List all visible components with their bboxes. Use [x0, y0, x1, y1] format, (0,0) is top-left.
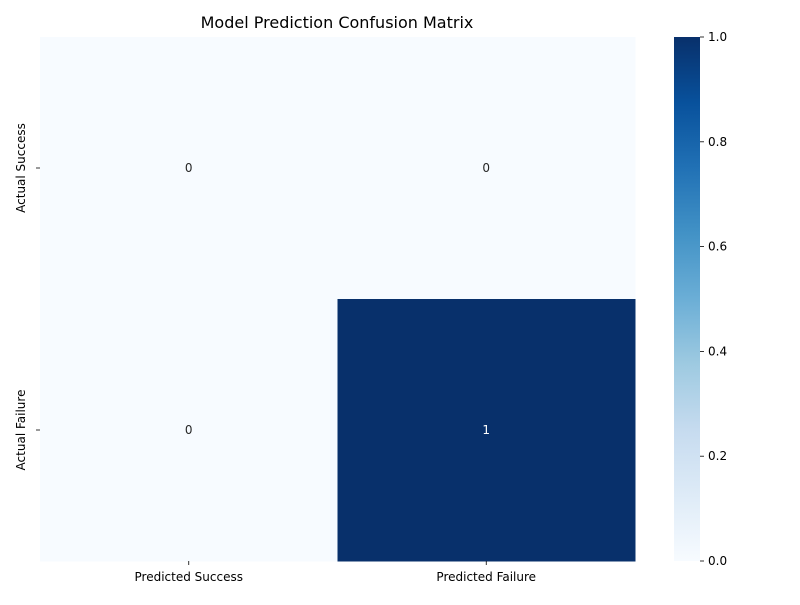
colorbar-tick-label: 0.8 — [708, 135, 727, 149]
heatmap-cell — [40, 37, 338, 300]
cell-value-label: 0 — [482, 161, 490, 175]
colorbar-tick-label: 0.6 — [708, 240, 727, 254]
colorbar: 0.0 0.2 0.4 0.6 0.8 1.0 — [674, 30, 727, 568]
x-axis: Predicted Success Predicted Failure — [135, 561, 536, 584]
heatmap-cell — [337, 37, 636, 300]
y-tick-label: Actual Failure — [14, 390, 28, 471]
colorbar-gradient — [674, 37, 700, 561]
x-tick-label: Predicted Failure — [436, 570, 536, 584]
y-axis: Actual Success Actual Failure — [14, 123, 40, 470]
colorbar-tick-label: 0.0 — [708, 554, 727, 568]
colorbar-tick-label: 1.0 — [708, 30, 727, 44]
heatmap-cell — [337, 299, 636, 562]
heatmap-cell — [40, 299, 338, 562]
cell-value-label: 1 — [482, 423, 490, 437]
y-tick-label: Actual Success — [14, 123, 28, 213]
cell-value-label: 0 — [185, 161, 193, 175]
colorbar-tick-label: 0.4 — [708, 344, 727, 358]
cell-value-label: 0 — [185, 423, 193, 437]
heatmap-cells: 0 0 0 1 — [40, 37, 636, 562]
x-tick-label: Predicted Success — [135, 570, 243, 584]
colorbar-tick-label: 0.2 — [708, 449, 727, 463]
chart-title: Model Prediction Confusion Matrix — [201, 13, 474, 32]
